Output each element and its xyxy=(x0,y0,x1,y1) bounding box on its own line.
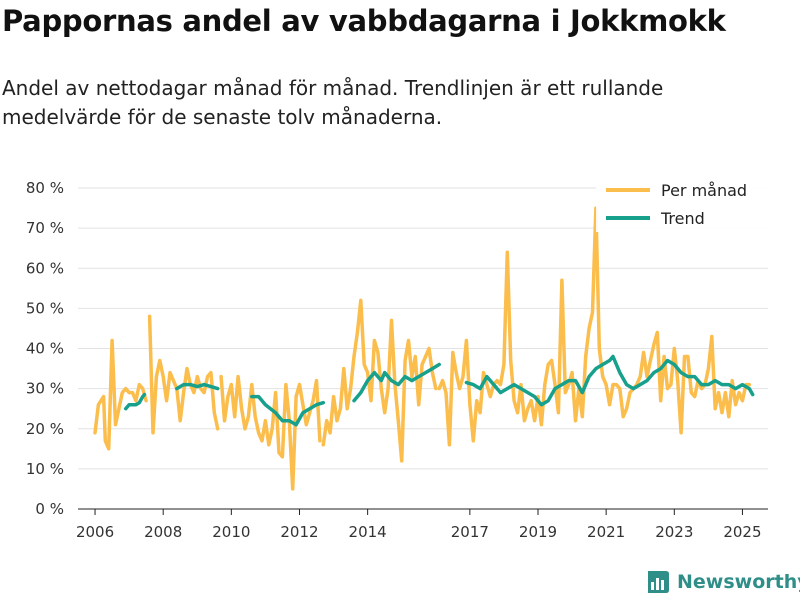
x-tick-label: 2008 xyxy=(144,523,182,541)
y-tick-label: 50 % xyxy=(26,299,64,317)
series-lines xyxy=(93,206,755,491)
x-tick-label: 2023 xyxy=(655,523,693,541)
x-tick-label: 2010 xyxy=(212,523,250,541)
per-month-line-segment xyxy=(321,298,438,463)
per-month-line-segment xyxy=(437,206,752,447)
x-tick-label: 2021 xyxy=(587,523,625,541)
newsworthy-logo-icon xyxy=(648,571,669,593)
per-month-line-segment xyxy=(93,338,148,451)
per-month-line-segment xyxy=(147,314,220,435)
x-tick-label: 2012 xyxy=(280,523,318,541)
legend-label: Per månad xyxy=(661,181,747,200)
trend-line-segment xyxy=(352,362,441,403)
trend-line-segment xyxy=(250,394,326,427)
y-tick-label: 30 % xyxy=(26,380,64,398)
x-tick-label: 2019 xyxy=(519,523,557,541)
x-axis-ticks: 2006 2008 2010 2012 2014 2017 2019 2021 2023 2025 xyxy=(76,509,762,541)
y-tick-label: 10 % xyxy=(26,460,64,478)
y-tick-label: 20 % xyxy=(26,420,64,438)
y-tick-label: 60 % xyxy=(26,259,64,277)
x-tick-label: 2025 xyxy=(723,523,761,541)
trend-line-segment xyxy=(123,392,147,411)
x-tick-label: 2017 xyxy=(451,523,489,541)
y-tick-label: 70 % xyxy=(26,219,64,237)
x-tick-label: 2014 xyxy=(349,523,387,541)
gridlines xyxy=(78,187,768,510)
legend-background xyxy=(596,176,768,232)
chart-title: Pappornas andel av vabbdagarna i Jokkmok… xyxy=(2,4,726,38)
trend-line xyxy=(123,354,755,427)
y-tick-label: 40 % xyxy=(26,340,64,358)
legend-label: Trend xyxy=(660,209,705,228)
trend-line-segment xyxy=(175,382,220,391)
brand-name: Newsworthy xyxy=(677,571,800,593)
per-month-line-segment xyxy=(219,374,322,491)
per-month-line xyxy=(93,206,752,491)
y-tick-label: 80 % xyxy=(26,179,64,197)
y-tick-label: 0 % xyxy=(35,500,64,518)
y-axis-ticks: 0 % 10 % 20 % 30 % 40 % 50 % 60 % 70 % 80 % xyxy=(26,179,64,518)
trend-line-segment xyxy=(464,354,755,407)
newsworthy-brand: Newsworthy xyxy=(645,569,800,595)
legend: Per månad Trend xyxy=(596,176,768,232)
x-tick-label: 2006 xyxy=(76,523,114,541)
chart-subtitle: Andel av nettodagar månad för månad. Tre… xyxy=(2,76,664,129)
